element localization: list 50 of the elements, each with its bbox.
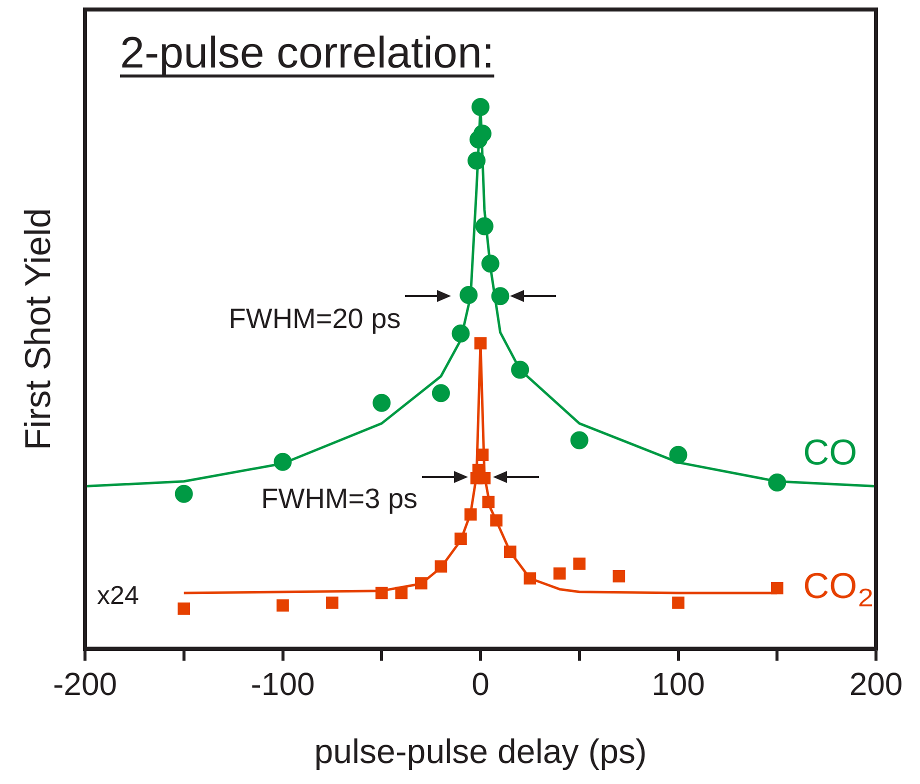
point xyxy=(460,286,478,304)
annotation: FWHM=20 ps xyxy=(228,302,401,334)
annotation: FWHM=3 ps xyxy=(261,483,418,514)
x-tick-label: 100 xyxy=(652,666,705,702)
point xyxy=(482,496,495,508)
point xyxy=(553,567,566,580)
point xyxy=(573,558,586,570)
point xyxy=(326,596,338,609)
series-label: CO xyxy=(803,431,858,472)
chart-title: 2-pulse correlation: xyxy=(120,28,494,78)
point xyxy=(434,560,448,573)
point xyxy=(491,287,510,306)
point xyxy=(464,508,477,521)
point xyxy=(476,448,489,461)
point xyxy=(511,360,530,379)
point xyxy=(669,446,688,464)
point xyxy=(178,602,190,615)
annotation: x24 xyxy=(97,580,139,610)
point xyxy=(452,324,470,342)
point xyxy=(570,431,588,450)
point xyxy=(475,217,494,236)
point xyxy=(274,452,292,471)
point xyxy=(504,546,516,558)
point xyxy=(174,484,193,503)
x-tick-label: 200 xyxy=(849,666,903,702)
x-tick-label: 0 xyxy=(472,666,490,702)
point xyxy=(612,570,626,582)
x-tick-label: -200 xyxy=(52,666,118,702)
point xyxy=(454,532,467,545)
point xyxy=(473,124,492,143)
point xyxy=(490,514,502,527)
point xyxy=(395,586,408,600)
point xyxy=(770,582,784,594)
point xyxy=(372,394,391,412)
point xyxy=(432,384,450,402)
y-axis-title: First Shot Yield xyxy=(16,208,58,450)
point xyxy=(468,152,486,170)
x-axis-title: pulse-pulse delay (ps) xyxy=(314,732,647,771)
point xyxy=(472,98,490,116)
series-label: CO₂ xyxy=(803,563,874,612)
x-tick-label: -100 xyxy=(250,666,315,702)
point xyxy=(415,577,428,590)
point xyxy=(524,572,536,585)
point xyxy=(474,337,487,350)
point xyxy=(375,586,388,600)
point xyxy=(478,472,491,484)
point xyxy=(672,596,684,609)
point xyxy=(276,599,289,612)
point xyxy=(481,254,500,273)
point xyxy=(768,473,786,492)
